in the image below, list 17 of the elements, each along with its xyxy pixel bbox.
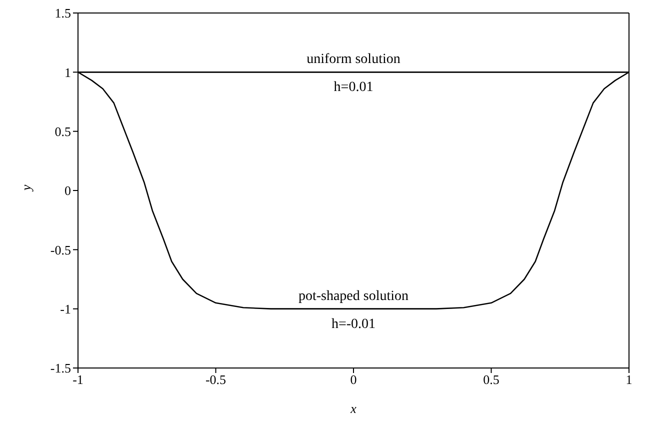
annotation: pot-shaped solution bbox=[298, 288, 409, 304]
y-tick-label: -1 bbox=[60, 301, 71, 316]
x-tick-label: 1 bbox=[626, 372, 632, 388]
annotation: uniform solution bbox=[306, 52, 400, 68]
y-tick-label: -0.5 bbox=[50, 242, 71, 258]
x-tick-label: 0.5 bbox=[483, 372, 500, 388]
y-axis-title: y bbox=[18, 184, 34, 192]
x-axis-title: x bbox=[350, 401, 357, 416]
y-tick-label: -1.5 bbox=[50, 360, 71, 376]
annotation: h=-0.01 bbox=[331, 316, 376, 332]
y-tick-label: 0.5 bbox=[54, 124, 71, 139]
y-tick-label: 1 bbox=[64, 64, 71, 80]
x-tick-label: 0 bbox=[350, 372, 357, 388]
x-tick-label: -0.5 bbox=[205, 372, 226, 388]
y-tick-label: 0 bbox=[64, 183, 71, 198]
annotation: h=0.01 bbox=[334, 80, 374, 96]
y-tick-label: 1.5 bbox=[54, 6, 71, 21]
